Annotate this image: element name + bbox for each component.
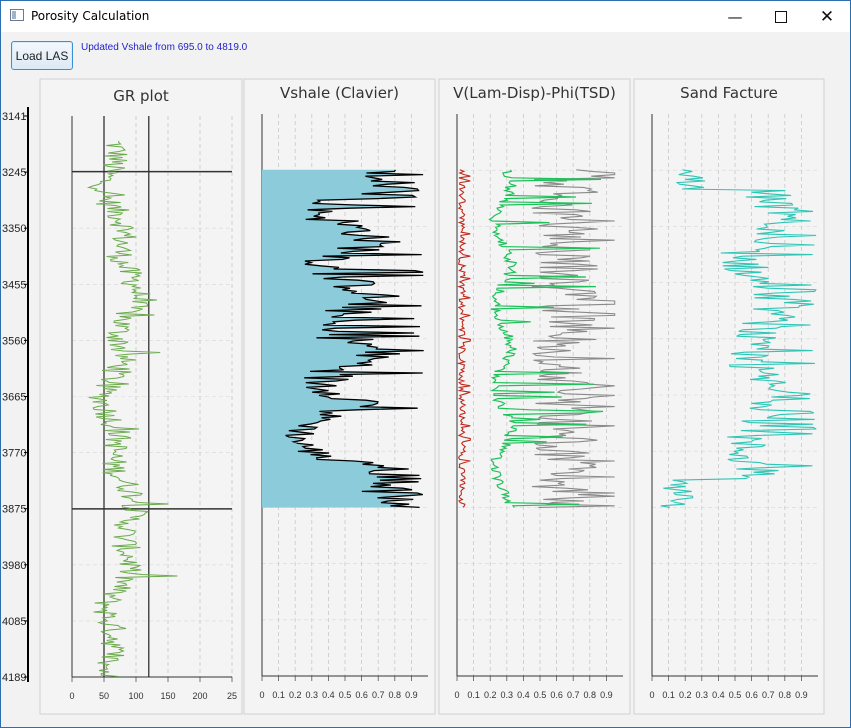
depth-tick-label: 3665 (2, 392, 26, 404)
close-button[interactable]: ✕ (804, 1, 850, 32)
x-tick-label: 0.4 (322, 690, 335, 700)
panel-title: GR plot (113, 87, 169, 105)
log-panel-1: GR plot 0 50 100 150 200 25 (39, 78, 243, 715)
x-tick-label: 0.2 (289, 690, 302, 700)
depth-tick-label: 3770 (2, 448, 26, 460)
depth-tick-label: 3560 (2, 335, 26, 347)
panel-title: Sand Facture (680, 84, 778, 102)
log-panel-3: V(Lam-Disp)-Phi(TSD) 0 0.1 0.2 0.3 0.4 0.5 0.6 0… (438, 78, 631, 715)
x-tick-label: 0.3 (501, 690, 514, 700)
log-panel-2: Vshale (Clavier) 0 0.1 0.2 0.3 0.4 0.5 0.6 0.7 0.… (243, 78, 436, 715)
v-lam-curve (456, 169, 471, 508)
depth-tick-label: 3980 (2, 560, 26, 572)
x-tick-label: 0.9 (600, 690, 613, 700)
maximize-button[interactable] (758, 1, 804, 32)
x-tick-label: 0.9 (405, 690, 418, 700)
maximize-icon (775, 10, 787, 23)
vshale-curve (285, 169, 424, 509)
x-tick-label: 0 (454, 690, 459, 700)
x-tick-label: 100 (128, 691, 143, 701)
x-tick-label: 0 (69, 691, 74, 701)
phi-tsd-curve (531, 169, 616, 508)
panel-title: V(Lam-Disp)-Phi(TSD) (453, 84, 616, 102)
x-tick-label: 0.1 (467, 690, 480, 700)
x-tick-label: 200 (192, 691, 207, 701)
sand-fraction-curve (660, 169, 817, 508)
status-message: Updated Vshale from 695.0 to 4819.0 (81, 42, 248, 53)
depth-axis: 3141 3245 3350 3455 3560 3665 3770 3875 3980 4085… (2, 107, 29, 684)
app-icon (10, 9, 24, 21)
title-bar: Porosity Calculation — ✕ (1, 1, 850, 32)
x-tick-label: 0.1 (662, 690, 675, 700)
gr-curve (86, 140, 178, 677)
load-las-button[interactable]: Load LAS (11, 41, 73, 70)
minimize-button[interactable]: — (712, 1, 758, 32)
x-tick-label: 25 (227, 691, 237, 701)
x-tick-label: 0.3 (306, 690, 319, 700)
x-tick-label: 50 (99, 691, 109, 701)
log-panel-4: Sand Facture 0 0.1 0.2 0.3 0.4 0.5 0.6 0.7 0.8 0.9 (633, 78, 825, 715)
x-tick-label: 0.3 (696, 690, 709, 700)
x-tick-label: 0.5 (729, 690, 742, 700)
x-tick-label: 0.8 (389, 690, 402, 700)
x-tick-label: 0.5 (534, 690, 547, 700)
close-icon: ✕ (819, 6, 835, 27)
depth-tick-label: 4085 (2, 616, 26, 628)
depth-tick-label: 3245 (2, 167, 26, 179)
x-tick-label: 0.7 (372, 690, 385, 700)
panel-frame (633, 78, 825, 715)
depth-tick-label: 3141 (2, 111, 26, 123)
x-tick-label: 0.7 (762, 690, 775, 700)
x-tick-label: 0.1 (272, 690, 285, 700)
x-tick-label: 0.6 (745, 690, 758, 700)
x-tick-label: 0.7 (567, 690, 580, 700)
depth-tick-label: 3455 (2, 279, 26, 291)
x-tick-label: 0.2 (679, 690, 692, 700)
x-tick-label: 0.8 (779, 690, 792, 700)
x-tick-label: 0 (259, 690, 264, 700)
x-tick-label: 0.8 (584, 690, 597, 700)
panel-title: Vshale (Clavier) (280, 84, 399, 102)
x-tick-label: 0.9 (795, 690, 808, 700)
x-tick-label: 0.5 (339, 690, 352, 700)
x-tick-label: 0.4 (517, 690, 530, 700)
window-title: Porosity Calculation (31, 9, 150, 23)
depth-tick-label: 3350 (2, 223, 26, 235)
x-tick-label: 0.2 (484, 690, 497, 700)
panel-frame (39, 78, 243, 715)
x-tick-label: 0 (649, 690, 654, 700)
depth-tick-label: 4189 (2, 672, 26, 684)
x-tick-label: 150 (160, 691, 175, 701)
minimize-icon: — (727, 7, 743, 26)
depth-tick-label: 3875 (2, 504, 26, 516)
v-disp-curve (488, 169, 604, 508)
x-tick-label: 0.4 (712, 690, 725, 700)
x-tick-label: 0.6 (550, 690, 563, 700)
x-tick-label: 0.6 (355, 690, 368, 700)
